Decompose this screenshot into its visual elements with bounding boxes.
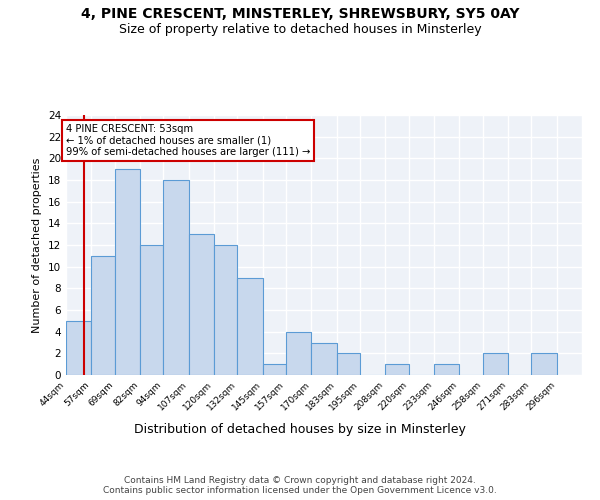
Bar (286, 332, 311, 375)
Text: Distribution of detached houses by size in Minsterley: Distribution of detached houses by size … (134, 422, 466, 436)
Bar (214, 245, 238, 375)
Text: Contains HM Land Registry data © Crown copyright and database right 2024.
Contai: Contains HM Land Registry data © Crown c… (103, 476, 497, 495)
Bar (532, 354, 557, 375)
Text: 4, PINE CRESCENT, MINSTERLEY, SHREWSBURY, SY5 0AY: 4, PINE CRESCENT, MINSTERLEY, SHREWSBURY… (81, 8, 519, 22)
Bar (66, 321, 91, 375)
Bar (434, 364, 460, 375)
Bar (385, 364, 409, 375)
Bar (482, 354, 508, 375)
Bar (311, 342, 337, 375)
Text: Size of property relative to detached houses in Minsterley: Size of property relative to detached ho… (119, 22, 481, 36)
Bar (188, 234, 214, 375)
Y-axis label: Number of detached properties: Number of detached properties (32, 158, 43, 332)
Bar (140, 245, 163, 375)
Bar (115, 169, 140, 375)
Bar (91, 256, 115, 375)
Bar (263, 364, 286, 375)
Bar (238, 278, 263, 375)
Bar (163, 180, 188, 375)
Bar (337, 354, 360, 375)
Text: 4 PINE CRESCENT: 53sqm
← 1% of detached houses are smaller (1)
99% of semi-detac: 4 PINE CRESCENT: 53sqm ← 1% of detached … (66, 124, 310, 157)
